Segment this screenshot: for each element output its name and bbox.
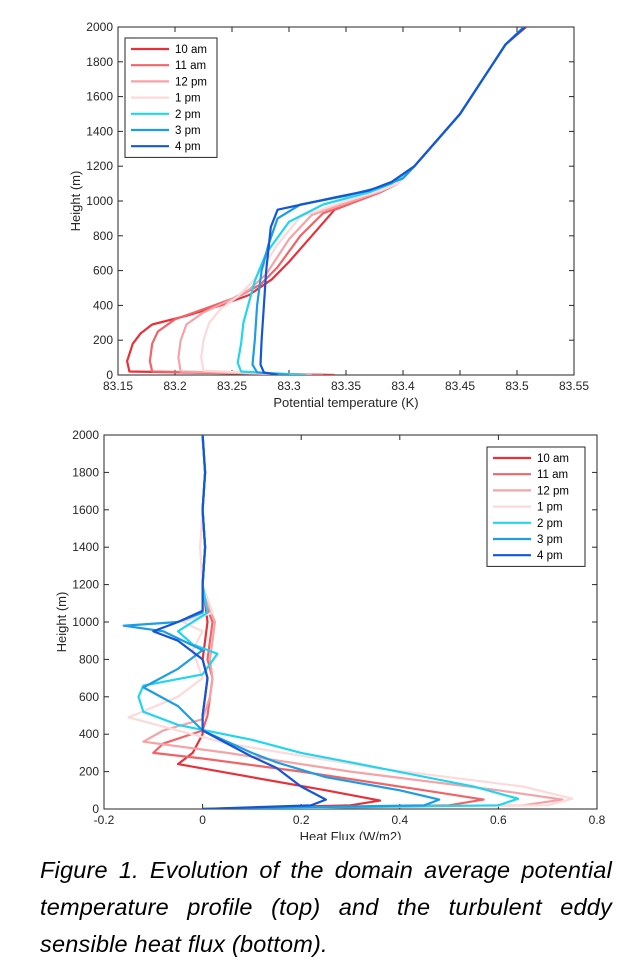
x-axis-label: Heat Flux (W/m2) bbox=[300, 829, 402, 840]
y-tick-label: 1400 bbox=[72, 540, 99, 554]
y-tick-label: 1800 bbox=[72, 465, 99, 479]
x-tick-label: 83.45 bbox=[445, 379, 475, 393]
legend-entry: 10 am bbox=[175, 44, 207, 56]
legend-entry: 3 pm bbox=[175, 125, 201, 137]
y-tick-label: 0 bbox=[92, 802, 99, 816]
legend-entry: 4 pm bbox=[175, 141, 201, 153]
x-tick-label: 0.8 bbox=[589, 813, 606, 827]
legend-entry: 2 pm bbox=[537, 518, 563, 530]
y-tick-label: 800 bbox=[79, 652, 99, 666]
legend-entry: 3 pm bbox=[537, 534, 563, 546]
x-tick-label: 0.6 bbox=[490, 813, 507, 827]
y-axis-label: Height (m) bbox=[68, 171, 83, 232]
series-line-4-pm bbox=[259, 27, 526, 375]
y-tick-label: 0 bbox=[106, 368, 113, 382]
y-tick-label: 600 bbox=[79, 690, 99, 704]
legend-entry: 11 am bbox=[175, 60, 206, 72]
y-tick-label: 400 bbox=[79, 727, 99, 741]
x-tick-label: 0.2 bbox=[293, 813, 310, 827]
potential-temperature-chart: 83.15 83.2 83.25 83.3 83.35 83.4 83.45 83.5 83.5… bbox=[68, 20, 589, 410]
heat-flux-chart: -0.2 0 0.2 0.4 0.6 0.802004006008001000120014… bbox=[54, 428, 606, 840]
y-tick-label: 1600 bbox=[72, 503, 99, 517]
x-tick-label: 83.35 bbox=[331, 379, 361, 393]
legend-entry: 10 am bbox=[537, 453, 569, 465]
legend-entry: 12 pm bbox=[537, 485, 569, 497]
series-group bbox=[125, 27, 527, 375]
y-tick-label: 400 bbox=[93, 298, 113, 312]
x-tick-label: 0 bbox=[199, 813, 206, 827]
series-group bbox=[122, 435, 574, 809]
legend-entry: 4 pm bbox=[537, 550, 563, 562]
y-tick-label: 600 bbox=[93, 264, 113, 278]
y-tick-label: 1000 bbox=[86, 194, 113, 208]
legend-entry: 2 pm bbox=[175, 109, 201, 121]
x-axis-label: Potential temperature (K) bbox=[273, 395, 418, 410]
series-line-1-pm bbox=[127, 435, 574, 809]
figure-caption: Figure 1. Evolution of the domain averag… bbox=[40, 857, 612, 957]
y-tick-label: 2000 bbox=[86, 20, 113, 34]
y-axis-label: Height (m) bbox=[54, 592, 69, 653]
y-tick-label: 1600 bbox=[86, 90, 113, 104]
x-tick-label: -0.2 bbox=[94, 813, 115, 827]
x-tick-label: 83.5 bbox=[505, 379, 529, 393]
legend-entry: 1 pm bbox=[175, 93, 201, 105]
y-tick-label: 2000 bbox=[72, 428, 99, 442]
y-tick-label: 1400 bbox=[86, 124, 113, 138]
x-tick-label: 83.55 bbox=[559, 379, 589, 393]
x-tick-label: 83.4 bbox=[391, 379, 415, 393]
x-tick-label: 83.25 bbox=[217, 379, 247, 393]
y-tick-label: 1200 bbox=[72, 578, 99, 592]
y-tick-label: 200 bbox=[93, 333, 113, 347]
legend-entry: 12 pm bbox=[175, 76, 207, 88]
y-tick-label: 1000 bbox=[72, 615, 99, 629]
series-line-4-pm bbox=[152, 435, 327, 809]
x-tick-label: 0.4 bbox=[391, 813, 408, 827]
legend-entry: 1 pm bbox=[537, 502, 563, 514]
y-tick-label: 1200 bbox=[86, 159, 113, 173]
legend-entry: 11 am bbox=[537, 469, 568, 481]
y-tick-label: 200 bbox=[79, 765, 99, 779]
y-tick-label: 800 bbox=[93, 229, 113, 243]
x-tick-label: 83.2 bbox=[163, 379, 187, 393]
x-tick-label: 83.15 bbox=[103, 379, 133, 393]
y-tick-label: 1800 bbox=[86, 55, 113, 69]
x-tick-label: 83.3 bbox=[277, 379, 301, 393]
